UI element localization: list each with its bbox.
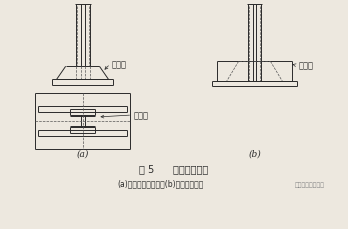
Text: 公号／钢结构技术: 公号／钢结构技术 [294, 182, 324, 188]
Text: 图 5      柱脚底板加固: 图 5 柱脚底板加固 [140, 164, 208, 174]
Text: (b): (b) [248, 149, 261, 158]
Text: 加劲肋: 加劲肋 [133, 111, 148, 120]
Text: 混凝土: 混凝土 [298, 62, 313, 71]
Text: (a): (a) [76, 149, 89, 158]
Text: (a)增设加劲肋加固；(b)浇混凝土加固: (a)增设加劲肋加固；(b)浇混凝土加固 [117, 178, 203, 187]
Text: 加劲肋: 加劲肋 [111, 60, 126, 69]
